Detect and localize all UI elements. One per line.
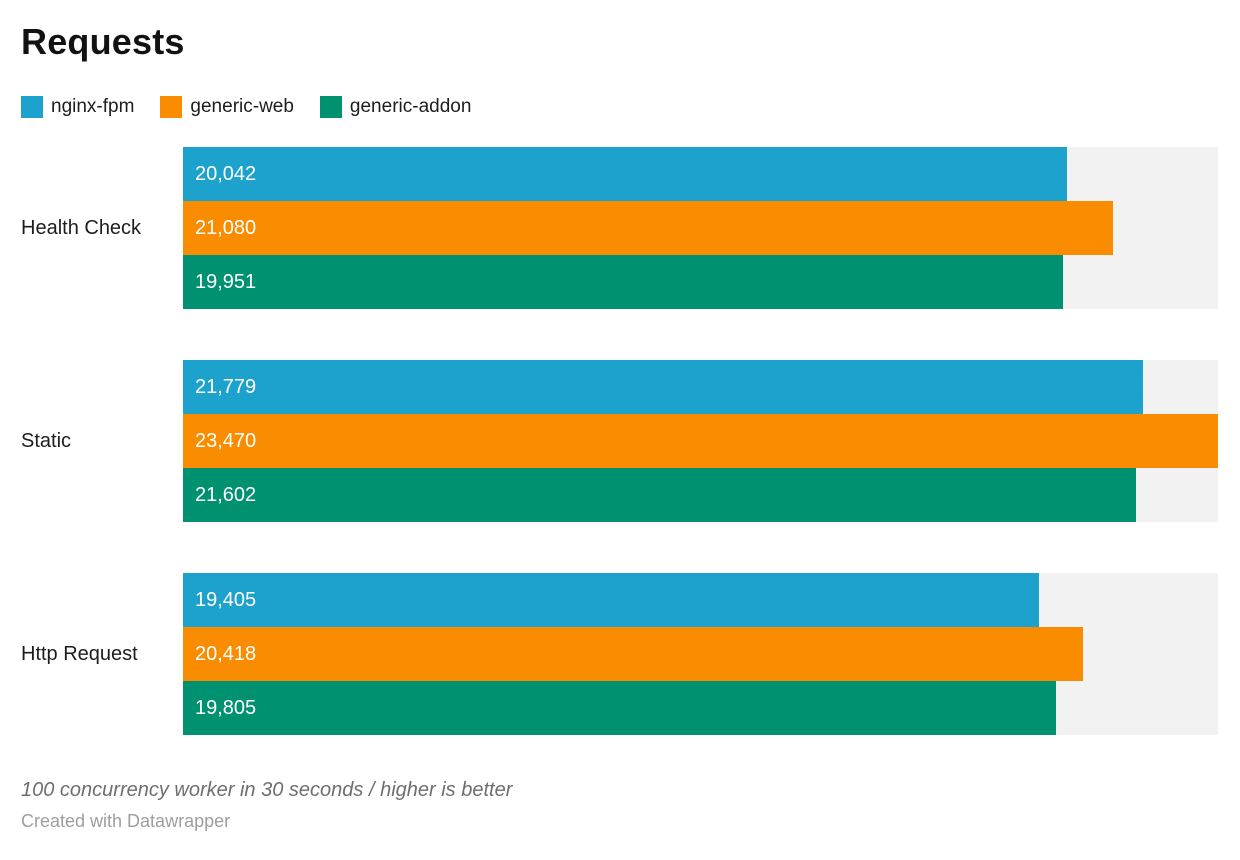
bar-value-label: 21,080 <box>195 216 257 239</box>
bar-value-label: 19,951 <box>195 270 257 293</box>
bar-value-label: 23,470 <box>195 429 257 452</box>
bar: 19,805 <box>183 681 1057 735</box>
bar-track: 21,602 <box>183 468 1218 522</box>
bar-stack: 20,042 21,080 19,951 <box>183 147 1218 309</box>
bar-chart: Health Check 20,042 21,080 19,951 Static… <box>21 147 1218 735</box>
bar-group: Http Request 19,405 20,418 19,805 <box>21 573 1218 735</box>
bar-track: 19,405 <box>183 573 1218 627</box>
legend-swatch-icon <box>21 96 43 118</box>
legend-item: generic-web <box>160 96 294 118</box>
bar-track: 20,042 <box>183 147 1218 201</box>
bar-track: 23,470 <box>183 414 1218 468</box>
chart-note: 100 concurrency worker in 30 seconds / h… <box>21 779 513 801</box>
bar-value-label: 20,418 <box>195 642 257 665</box>
bar-value-label: 20,042 <box>195 162 257 185</box>
chart-title: Requests <box>21 21 185 62</box>
bar: 19,951 <box>183 255 1063 309</box>
bar-track: 21,779 <box>183 360 1218 414</box>
bar-track: 19,951 <box>183 255 1218 309</box>
bar: 21,080 <box>183 201 1113 255</box>
bar-value-label: 21,602 <box>195 483 257 506</box>
datawrapper-attribution-link[interactable]: Created with Datawrapper <box>21 811 231 831</box>
category-label: Static <box>21 430 72 452</box>
bar: 21,779 <box>183 360 1144 414</box>
bar-track: 21,080 <box>183 201 1218 255</box>
legend-item-label: generic-web <box>190 96 294 117</box>
legend: nginx-fpm generic-web generic-addon <box>21 96 1218 118</box>
bar: 21,602 <box>183 468 1136 522</box>
bar-value-label: 19,805 <box>195 696 257 719</box>
bar-stack: 21,779 23,470 21,602 <box>183 360 1218 522</box>
category-label: Health Check <box>21 217 142 239</box>
bar-group: Static 21,779 23,470 21,602 <box>21 360 1218 522</box>
legend-item: generic-addon <box>319 96 472 118</box>
legend-item-label: nginx-fpm <box>51 96 135 117</box>
bar-value-label: 21,779 <box>195 375 257 398</box>
bar-group: Health Check 20,042 21,080 19,951 <box>21 147 1218 309</box>
bar-stack: 19,405 20,418 19,805 <box>183 573 1218 735</box>
bar-value-label: 19,405 <box>195 588 257 611</box>
legend-item: nginx-fpm <box>21 96 134 118</box>
bar: 20,418 <box>183 627 1084 681</box>
category-label: Http Request <box>21 643 138 665</box>
legend-swatch-icon <box>319 96 342 118</box>
bar: 20,042 <box>183 147 1067 201</box>
bar-track: 19,805 <box>183 681 1218 735</box>
bar: 19,405 <box>183 573 1039 627</box>
bar: 23,470 <box>183 414 1218 468</box>
bar-track: 20,418 <box>183 627 1218 681</box>
legend-item-label: generic-addon <box>349 96 472 117</box>
legend-swatch-icon <box>160 96 183 118</box>
